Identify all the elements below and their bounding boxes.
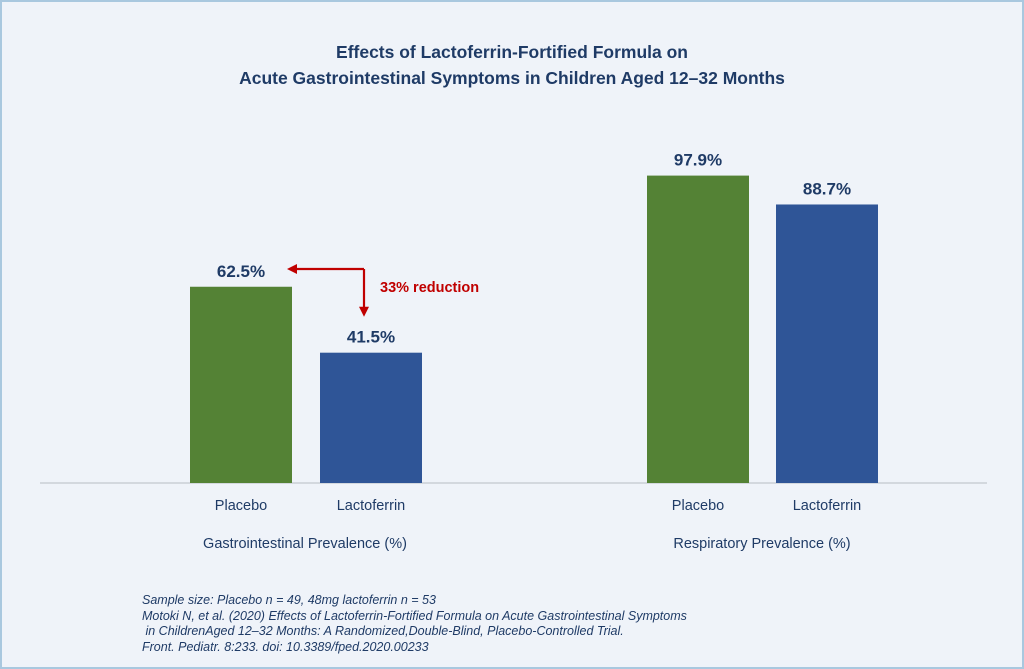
data-label: 62.5% xyxy=(217,262,265,281)
bar-chart: 62.5% Placebo 41.5% Lactoferrin Gastrointest… xyxy=(40,151,987,552)
group-axis-label: Respiratory Prevalence (%) xyxy=(673,536,850,552)
bar xyxy=(190,286,292,483)
category-tick-label: Placebo xyxy=(215,498,267,514)
category-tick-label: Lactoferrin xyxy=(793,498,862,514)
bar xyxy=(647,175,749,483)
category-tick-label: Placebo xyxy=(672,498,724,514)
data-label: 88.7% xyxy=(803,179,851,198)
footnote-line: Motoki N, et al. (2020) Effects of Lacto… xyxy=(142,608,687,623)
chart-title-line-2: Acute Gastrointestinal Symptoms in Child… xyxy=(239,68,785,88)
bar xyxy=(776,204,878,483)
bar xyxy=(320,352,422,483)
data-label: 41.5% xyxy=(347,328,395,347)
annotation-label: 33% reduction xyxy=(380,280,479,296)
annotation-arrowhead-left xyxy=(287,264,297,274)
group-axis-label: Gastrointestinal Prevalence (%) xyxy=(203,536,407,552)
category-tick-label: Lactoferrin xyxy=(337,498,406,514)
annotation-arrowhead-down xyxy=(359,306,369,317)
footnote-line: Sample size: Placebo n = 49, 48mg lactof… xyxy=(142,593,436,607)
footnote-line: in ChildrenAged 12–32 Months: A Randomiz… xyxy=(142,624,624,639)
data-label: 97.9% xyxy=(674,151,722,170)
footnote: Sample size: Placebo n = 49, 48mg lactof… xyxy=(142,593,687,655)
footnote-line: Front. Pediatr. 8:233. doi: 10.3389/fped… xyxy=(142,639,429,654)
chart-title-line-1: Effects of Lactoferrin-Fortified Formula… xyxy=(336,42,688,62)
